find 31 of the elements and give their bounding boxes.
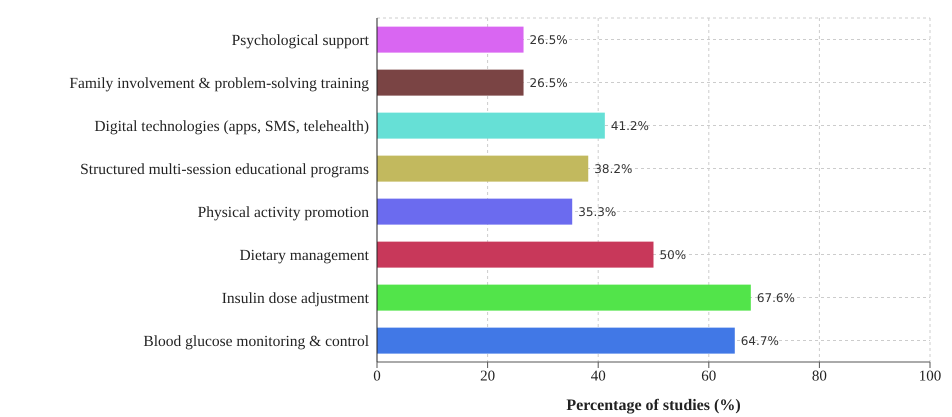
x-tick-label: 60	[701, 368, 716, 385]
y-tick-label: Digital technologies (apps, SMS, telehealth)	[94, 118, 369, 136]
x-tick-label: 80	[812, 368, 827, 385]
y-tick-label: Blood glucose monitoring & control	[143, 333, 369, 350]
x-tick-label: 100	[918, 368, 942, 385]
bar	[377, 284, 751, 311]
bar	[377, 26, 524, 53]
data-label: 38.2%	[594, 162, 632, 176]
y-tick-label: Psychological support	[232, 32, 370, 49]
data-label: 67.6%	[756, 290, 795, 305]
y-tick-label: Physical activity promotion	[198, 204, 370, 222]
data-label: 35.3%	[578, 204, 616, 219]
bar	[377, 70, 524, 96]
data-label: 41.2%	[610, 118, 649, 133]
y-tick-label: Family involvement & problem-solving training	[69, 75, 370, 92]
data-label: 50%	[660, 248, 686, 262]
y-tick-label: Insulin dose adjustment	[222, 290, 370, 308]
y-tick-label: Dietary management	[239, 247, 370, 264]
bar	[377, 112, 605, 139]
y-tick-label: Structured multi-session educational programs	[80, 161, 369, 178]
bar	[377, 156, 588, 182]
data-label: 26.5%	[530, 32, 568, 47]
bar	[377, 198, 572, 225]
bar	[377, 242, 654, 268]
bar	[377, 328, 735, 354]
x-tick-label: 40	[590, 368, 606, 385]
x-axis-title: Percentage of studies (%)	[566, 397, 741, 414]
data-label: 64.7%	[740, 334, 779, 348]
x-tick-label: 0	[373, 368, 381, 385]
data-label: 26.5%	[530, 76, 568, 90]
x-tick-label: 20	[480, 368, 496, 385]
